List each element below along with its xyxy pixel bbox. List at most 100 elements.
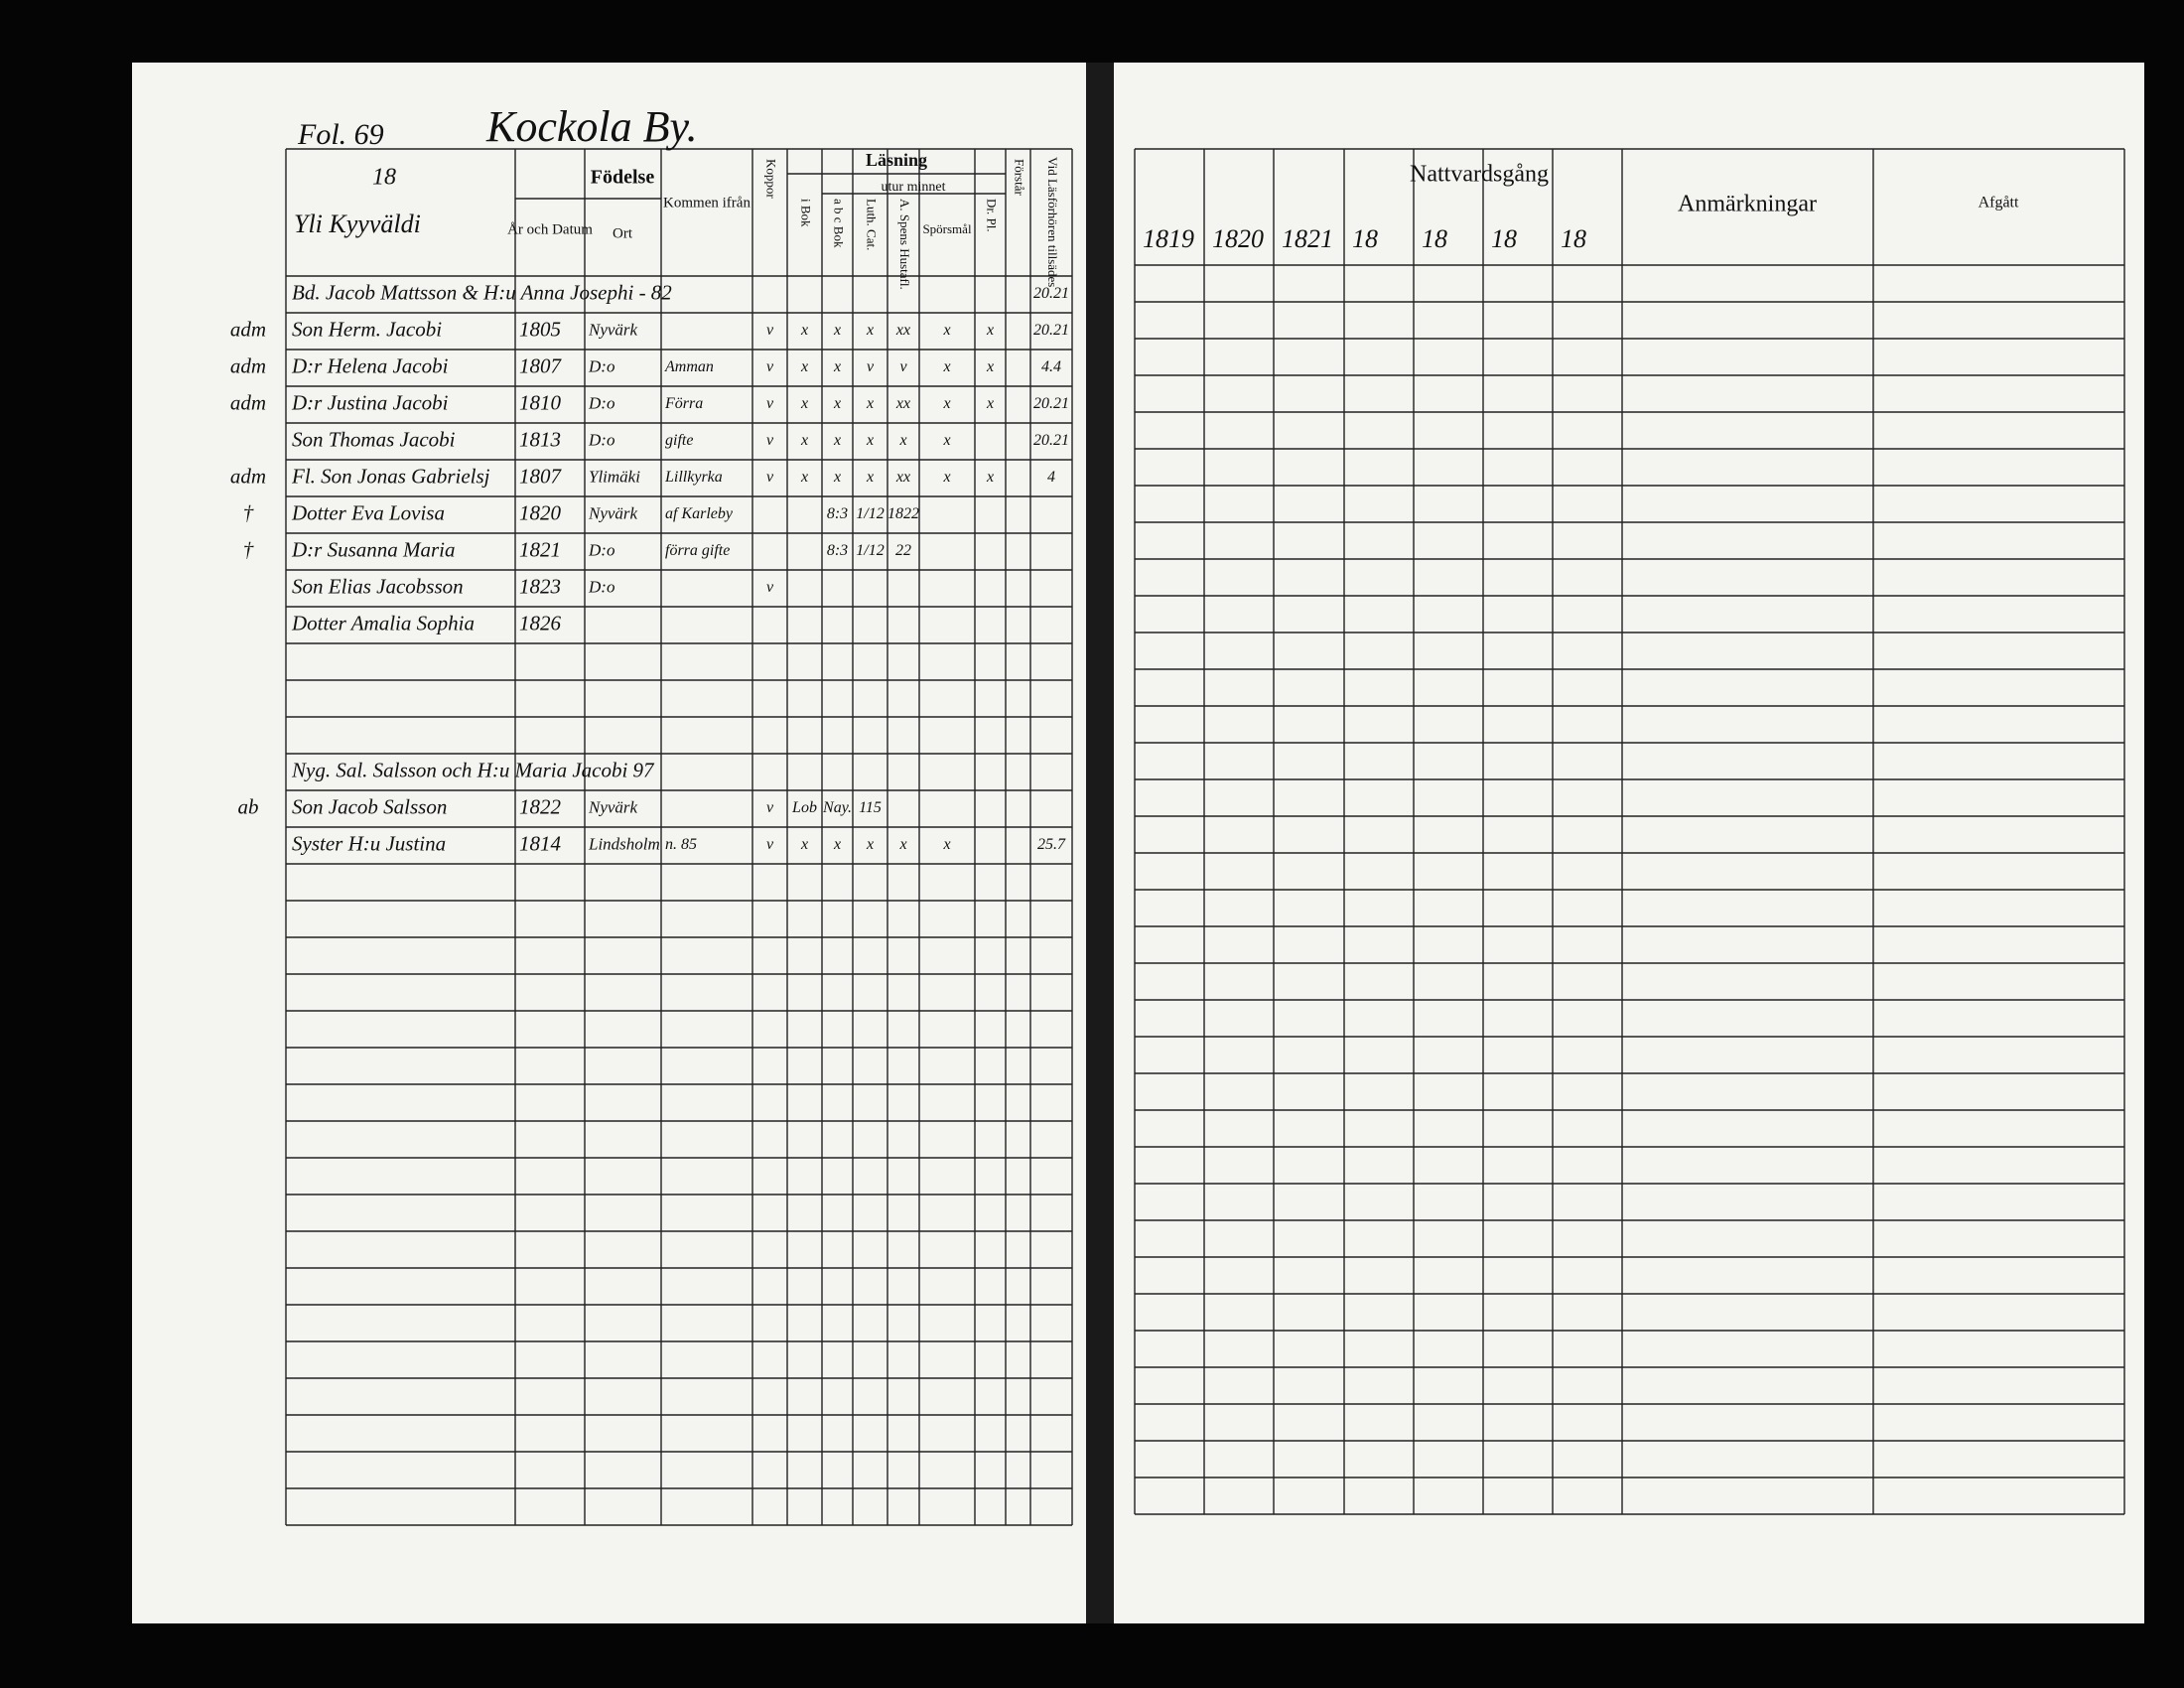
- header: i Bok: [799, 199, 814, 227]
- birth-date: 1807: [519, 353, 563, 377]
- right-page: [1114, 63, 2144, 1623]
- name: Son Herm. Jacobi: [292, 317, 442, 341]
- name: Fl. Son Jonas Gabrielsj: [291, 464, 490, 488]
- house-number: 18: [372, 165, 396, 191]
- reading-mark: x: [800, 469, 808, 486]
- name: D:r Susanna Maria: [291, 537, 456, 561]
- reading-mark: x: [833, 358, 841, 375]
- name: Dotter Eva Lovisa: [291, 500, 445, 524]
- margin-note: †: [243, 500, 254, 524]
- year-header: 1821: [1282, 224, 1333, 253]
- header: Kommen ifrån: [663, 195, 751, 211]
- year-header: 18: [1422, 224, 1447, 253]
- reading-mark: x: [942, 322, 950, 339]
- reading-mark: v: [766, 836, 774, 853]
- came-from: Förra: [664, 395, 703, 412]
- reading-mark: v: [766, 432, 774, 449]
- birth-date: 1821: [519, 537, 561, 561]
- reading-mark: 1822: [887, 505, 919, 522]
- reading-mark: x: [942, 469, 950, 486]
- reading-mark: v: [867, 358, 875, 375]
- reading-mark: x: [986, 395, 994, 412]
- reading-mark: x: [833, 432, 841, 449]
- reading-mark: x: [898, 432, 906, 449]
- reading-mark: 4.4: [1041, 358, 1061, 375]
- header: Födelse: [591, 167, 655, 189]
- header: Vid Läsförhören tillsädes: [1045, 157, 1060, 287]
- reading-mark: v: [766, 322, 774, 339]
- table-grid: [285, 148, 2125, 1526]
- reading-mark: 1/12: [856, 542, 884, 559]
- header: År och Datum: [507, 221, 593, 237]
- name: Nyg. Sal. Salsson och H:u Maria Jacobi 9…: [291, 758, 655, 781]
- header: Koppor: [764, 159, 779, 199]
- birth-place: D:o: [588, 356, 614, 375]
- birth-date: 1807: [519, 464, 563, 488]
- reading-mark: 115: [859, 799, 882, 816]
- header: Anmärkningar: [1678, 192, 1817, 217]
- year-header: 18: [1491, 224, 1517, 253]
- reading-mark: x: [800, 432, 808, 449]
- came-from: Amman: [664, 358, 714, 375]
- header: Ort: [613, 225, 633, 241]
- birth-place: Lindsholm: [588, 834, 660, 853]
- name: Dotter Amalia Sophia: [291, 611, 475, 634]
- reading-mark: x: [800, 836, 808, 853]
- gutter: [1086, 63, 1114, 1623]
- year-header: 18: [1352, 224, 1378, 253]
- reading-mark: v: [766, 395, 774, 412]
- reading-mark: Lob: [791, 799, 817, 816]
- year-header: 1819: [1143, 224, 1194, 253]
- reading-mark: 4: [1047, 469, 1055, 486]
- header: Afgått: [1979, 195, 2019, 211]
- reading-mark: 1/12: [856, 505, 884, 522]
- folio: Fol. 69: [297, 118, 384, 151]
- reading-mark: 22: [895, 542, 911, 559]
- reading-mark: x: [866, 836, 874, 853]
- header: Dr. Pl.: [985, 199, 1000, 232]
- reading-mark: x: [800, 358, 808, 375]
- reading-mark: v: [766, 579, 774, 596]
- reading-mark: x: [986, 322, 994, 339]
- reading-mark: x: [833, 395, 841, 412]
- reading-mark: v: [766, 799, 774, 816]
- birth-date: 1822: [519, 794, 562, 818]
- reading-mark: x: [800, 395, 808, 412]
- header: Förstår: [1013, 159, 1027, 197]
- reading-mark: 20.21: [1033, 432, 1069, 449]
- birth-date: 1823: [519, 574, 561, 598]
- name: D:r Helena Jacobi: [291, 353, 449, 377]
- name: Bd. Jacob Mattsson & H:u Anna Josephi - …: [292, 280, 672, 304]
- came-from: Lillkyrka: [664, 469, 723, 486]
- birth-place: D:o: [588, 393, 614, 412]
- reading-mark: 8:3: [827, 542, 848, 559]
- reading-mark: 25.7: [1037, 836, 1066, 853]
- header: A. Spens Hustafl.: [897, 199, 912, 290]
- birth-date: 1820: [519, 500, 562, 524]
- reading-mark: xx: [895, 322, 910, 339]
- birth-date: 1814: [519, 831, 562, 855]
- birth-place: Nyvärk: [588, 320, 638, 339]
- birth-place: Nyvärk: [588, 503, 638, 522]
- came-from: af Karleby: [665, 505, 734, 522]
- header: Spörsmål: [922, 221, 972, 236]
- reading-mark: xx: [895, 469, 910, 486]
- reading-mark: xx: [895, 395, 910, 412]
- name: Son Thomas Jacobi: [292, 427, 456, 451]
- farm-name: Yli Kyyväldi: [294, 210, 421, 238]
- header: Läsning: [866, 150, 927, 170]
- reading-mark: x: [942, 395, 950, 412]
- left-page: [132, 63, 1086, 1623]
- name: Son Elias Jacobsson: [292, 574, 464, 598]
- reading-mark: x: [942, 432, 950, 449]
- reading-mark: v: [766, 469, 774, 486]
- reading-mark: 8:3: [827, 505, 848, 522]
- reading-mark: x: [898, 836, 906, 853]
- birth-date: 1805: [519, 317, 561, 341]
- village: Kockola By.: [485, 102, 698, 151]
- margin-note: adm: [230, 464, 266, 488]
- birth-date: 1813: [519, 427, 561, 451]
- birth-place: D:o: [588, 540, 614, 559]
- margin-note: ab: [238, 794, 259, 818]
